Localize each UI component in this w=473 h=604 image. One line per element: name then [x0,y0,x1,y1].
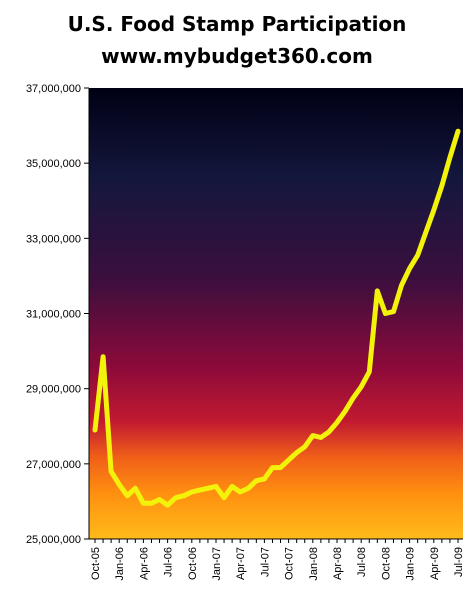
y-tick-label: 31,000,000 [26,309,81,321]
y-tick-label: 33,000,000 [26,233,81,245]
y-tick-label: 35,000,000 [26,158,81,170]
x-tick-label: Apr-07 [235,547,247,580]
x-tick-label: Jul-09 [453,547,465,577]
y-tick-label: 27,000,000 [26,459,81,471]
x-tick-label: Oct-08 [380,547,392,580]
x-tick-label: Jan-09 [405,547,417,581]
x-tick-label: Oct-05 [90,547,102,580]
x-tick-label: Jan-06 [114,547,126,581]
x-tick-label: Jul-07 [259,547,271,577]
x-axis: Oct-05 Jan-06 Apr-06 Jul-06 Oct-06 Jan-07 Apr-… [89,538,465,581]
series-line [92,128,461,508]
y-tick-label: 25,000,000 [26,534,81,546]
y-tick-label: 29,000,000 [26,384,81,396]
y-tick-label: 37,000,000 [26,83,81,95]
chart-title: U.S. Food Stamp Participation [68,12,407,36]
series-layer [92,128,461,508]
plot-area [89,88,463,539]
x-tick-label: Apr-09 [429,547,441,580]
x-tick-label: Oct-06 [187,547,199,580]
x-tick-label: Jul-08 [356,547,368,577]
x-tick-label: Apr-08 [332,547,344,580]
x-tick-label: Jul-06 [163,547,175,577]
y-axis: 25,000,000 27,000,000 29,000,000 31,000,000… [26,83,90,546]
x-tick-label: Apr-06 [138,547,150,580]
x-tick-label: Oct-07 [284,547,296,580]
x-tick-label: Jan-07 [211,547,223,581]
x-tick-label: Jan-08 [308,547,320,581]
chart-subtitle: www.mybudget360.com [101,44,373,68]
